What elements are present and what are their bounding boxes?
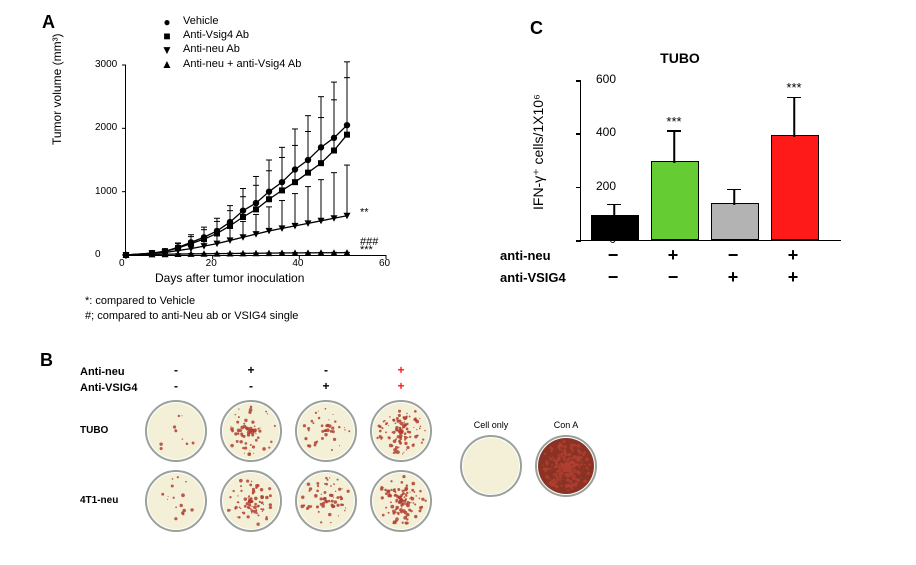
panel-b-well [295, 470, 357, 532]
panel-a-ytick: 3000 [95, 59, 117, 70]
panel-b-sign-neu: + [220, 363, 282, 377]
panel-c-sig: *** [786, 80, 801, 95]
svg-text:**: ** [360, 207, 369, 219]
panel-c-title: TUBO [500, 50, 860, 66]
panel-a-footnote-2: #; compared to anti-Neu ab or VSIG4 sing… [85, 310, 298, 322]
panel-b-header-neu: Anti-neu [80, 366, 125, 378]
panel-b-wells: Anti-neu Anti-VSIG4 TUBO 4T1-neu --+--++… [80, 360, 700, 550]
panel-a-xlabel: Days after tumor inoculation [155, 271, 304, 285]
panel-a-ylabel: Tumor volume (mm³) [50, 33, 64, 145]
panel-c-plot-area: *** *** [580, 80, 841, 241]
panel-c-sign: − [590, 245, 636, 266]
panel-c-sign: − [710, 245, 756, 266]
panel-c-sign: + [770, 245, 816, 266]
panel-a-plot-area: **###*** [125, 65, 386, 256]
panel-b-well [535, 435, 597, 497]
panel-b-sign-neu: - [295, 363, 357, 377]
panel-b-label: B [40, 350, 53, 371]
panel-a-xtick: 0 [119, 258, 125, 269]
panel-a-legend: ●Vehicle ■Anti-Vsig4 Ab ▼Anti-neu Ab ▲An… [155, 15, 301, 72]
panel-b-row-4t1: 4T1-neu [80, 495, 118, 506]
panel-b-well [295, 400, 357, 462]
panel-b-row-tubo: TUBO [80, 425, 108, 436]
panel-c-ylabel: IFN-γ⁺ cells/1X10⁶ [530, 94, 547, 210]
panel-b-well [145, 400, 207, 462]
panel-c-sign: + [770, 267, 816, 288]
panel-c-bar [651, 161, 699, 240]
panel-b-sign-vsig: - [145, 379, 207, 393]
panel-b-well [220, 400, 282, 462]
panel-c-sig: *** [666, 114, 681, 129]
panel-b-well [220, 470, 282, 532]
panel-b-header-vsig4: Anti-VSIG4 [80, 382, 137, 394]
panel-b-extra-caption: Con A [535, 420, 597, 430]
panel-c-sign: + [650, 245, 696, 266]
panel-a-label: A [42, 12, 55, 33]
panel-a-footnote-1: *: compared to Vehicle [85, 295, 195, 307]
panel-b-sign-vsig: + [370, 379, 432, 393]
panel-a-xtick: 60 [379, 258, 390, 269]
panel-a-chart: ●Vehicle ■Anti-Vsig4 Ab ▼Anti-neu Ab ▲An… [55, 15, 435, 335]
panel-b-sign-vsig: + [295, 379, 357, 393]
panel-b-sign-neu: - [145, 363, 207, 377]
panel-b-well [145, 470, 207, 532]
panel-b-well [370, 400, 432, 462]
panel-c-row2-label: anti-VSIG4 [500, 270, 566, 285]
panel-c-row1-label: anti-neu [500, 248, 551, 263]
panel-a-ytick: 0 [95, 249, 101, 260]
panel-c-bar [771, 135, 819, 240]
panel-b-extra-caption: Cell only [460, 420, 522, 430]
svg-text:***: *** [360, 244, 374, 256]
panel-b-well [460, 435, 522, 497]
panel-a-ytick: 2000 [95, 122, 117, 133]
panel-b-sign-neu: + [370, 363, 432, 377]
panel-c-bar [711, 203, 759, 240]
panel-c-ytick: 600 [596, 72, 616, 86]
panel-b-sign-vsig: - [220, 379, 282, 393]
panel-c-chart: TUBO IFN-γ⁺ cells/1X10⁶ ****** anti-neu … [500, 30, 880, 320]
panel-c-sign: − [650, 267, 696, 288]
panel-c-ytick: 0 [609, 232, 616, 246]
panel-c-sign: − [590, 267, 636, 288]
panel-c-sign: + [710, 267, 756, 288]
panel-a-xtick: 40 [292, 258, 303, 269]
panel-a-ytick: 1000 [95, 186, 117, 197]
panel-b-well [370, 470, 432, 532]
panel-c-ytick: 400 [596, 125, 616, 139]
panel-c-ytick: 200 [596, 179, 616, 193]
panel-a-xtick: 20 [206, 258, 217, 269]
